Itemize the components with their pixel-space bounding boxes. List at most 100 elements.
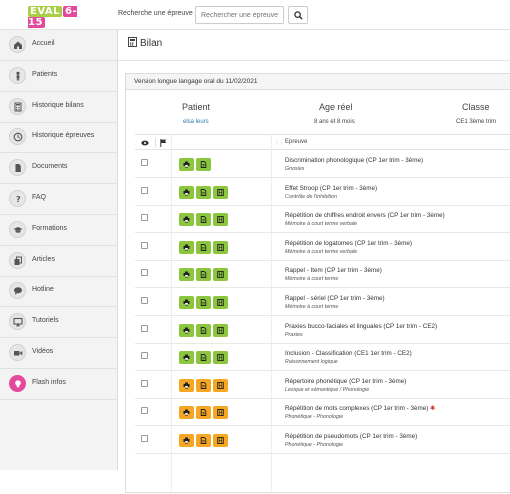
lightbulb-icon [9,374,26,392]
epreuve-title[interactable]: Discrimination phonologique (CP 1er trim… [285,157,424,164]
epreuve-title[interactable]: Rappel - Item (CP 1er trim - 3ème) [285,267,382,275]
file-button[interactable] [196,240,211,254]
row-checkbox[interactable] [141,435,148,442]
film-button[interactable] [213,240,228,254]
file-button[interactable] [196,406,211,420]
print-button[interactable] [179,323,194,337]
file-button[interactable] [196,323,211,337]
row-checkbox[interactable] [141,214,148,222]
epreuve-title[interactable]: Répétition de logatomes (CP 1er trim - 3… [285,239,412,247]
sidebar-item-historique-preuves[interactable]: Historique épreuves [0,122,118,154]
epreuve-title[interactable]: Rappel - sériel (CP 1er trim - 3ème) [285,295,385,302]
film-button[interactable] [213,351,228,365]
document-icon [9,159,26,177]
film-button[interactable] [213,434,228,447]
print-button[interactable] [179,406,194,420]
file-button[interactable] [196,351,211,365]
file-button[interactable] [196,434,211,447]
epreuve-title[interactable]: Répétition de chiffres endroit envers (C… [285,212,445,220]
flag-icon[interactable] [160,139,167,147]
film-button[interactable] [213,185,228,199]
sidebar-item-vid-os[interactable]: Vidéos [0,338,118,369]
epreuve-category: Lexique et sémantique / Phonologie [285,386,370,393]
print-button[interactable] [179,213,194,227]
sidebar-item-articles[interactable]: Articles [0,246,118,277]
film-icon [217,299,224,306]
file-button[interactable] [196,296,211,309]
sidebar-item-formations[interactable]: Formations [0,215,118,246]
film-button[interactable] [213,406,228,420]
row-checkbox[interactable] [141,352,148,360]
epreuve-title[interactable]: Répétition de pseudomots (CP 1er trim - … [285,433,418,440]
print-button[interactable] [179,434,194,447]
print-button[interactable] [179,158,194,171]
row-checkbox[interactable] [141,269,148,277]
sidebar-item-documents[interactable]: Documents [0,153,118,185]
sidebar-item-patients[interactable]: Patients [0,61,118,92]
print-button[interactable] [179,185,194,199]
sidebar-item-historique-bilans[interactable]: Historique bilans [0,92,118,123]
file-button[interactable] [196,185,211,199]
age-value: 8 ans et 8 mois [314,119,355,125]
epreuve-title[interactable]: Praxies bucco-faciales et linguales (CP … [285,322,438,330]
file-button[interactable] [196,213,211,227]
file-icon [200,271,207,279]
print-button[interactable] [179,296,194,309]
epreuve-category: Gnosies [285,166,305,172]
row-checkbox[interactable] [141,186,148,194]
film-button[interactable] [213,323,228,337]
table-row: Répétition de mots complexes (CP 1er tri… [135,399,510,427]
row-checkbox[interactable] [141,159,148,166]
print-button[interactable] [179,378,194,392]
monitor-icon [9,313,26,331]
column-separator [155,138,156,147]
row-checkbox[interactable] [141,324,148,332]
column-resize-grip[interactable]: ⋮⋮ [274,140,285,146]
file-button[interactable] [196,268,211,282]
classe-value: CE1 3ème trim [456,119,497,125]
sidebar: Accueil Patients Historique bilans Historiq… [0,30,118,470]
file-icon [200,216,207,224]
film-button[interactable] [213,296,228,309]
print-icon [183,409,190,416]
file-button[interactable] [196,378,211,392]
row-checkbox[interactable] [141,407,148,415]
file-button[interactable] [196,158,211,171]
file-icon [200,437,207,444]
search-input[interactable] [195,6,284,24]
epreuve-category: Mémoire à court terme [285,304,339,310]
sidebar-item-faq[interactable]: ? FAQ [0,184,118,215]
film-button[interactable] [213,268,228,282]
sidebar-item-hotline[interactable]: Hotline [0,276,118,308]
print-button[interactable] [179,240,194,254]
logo-part-1: EVAL [28,6,63,17]
epreuve-title[interactable]: Effet Stroop (CP 1er trim - 3ème) [285,184,378,192]
epreuve-title[interactable]: Répétition de mots complexes (CP 1er tri… [285,405,436,413]
column-header-epreuve[interactable]: Epreuve [285,139,308,145]
print-button[interactable] [179,351,194,365]
sidebar-item-tutoriels[interactable]: Tutoriels [0,307,118,339]
file-icon [200,243,207,251]
search-button[interactable] [288,6,308,24]
print-button[interactable] [179,268,194,282]
film-button[interactable] [213,213,228,227]
eye-icon[interactable] [141,140,149,146]
film-icon [217,188,224,196]
row-checkbox[interactable] [141,241,148,249]
patient-heading: Patient [182,102,211,112]
patient-name-link[interactable]: elsa leurs [183,119,209,125]
sidebar-item-flash-infos[interactable]: Flash infos [0,369,118,400]
row-actions [179,351,230,365]
print-icon [183,299,190,306]
search-icon [294,11,303,20]
calculator-icon [9,97,26,115]
epreuve-title[interactable]: Répertoire phonétique (CP 1er trim - 3èm… [285,377,407,385]
sidebar-item-accueil[interactable]: Accueil [0,30,118,61]
row-actions [179,185,230,199]
epreuve-title[interactable]: Inclusion - Classification (CE1 1er trim… [285,350,412,358]
print-icon [183,382,190,389]
row-checkbox[interactable] [141,297,148,304]
app-logo[interactable]: EVAL 6-15 [28,6,80,28]
film-button[interactable] [213,378,228,392]
row-checkbox[interactable] [141,379,148,387]
